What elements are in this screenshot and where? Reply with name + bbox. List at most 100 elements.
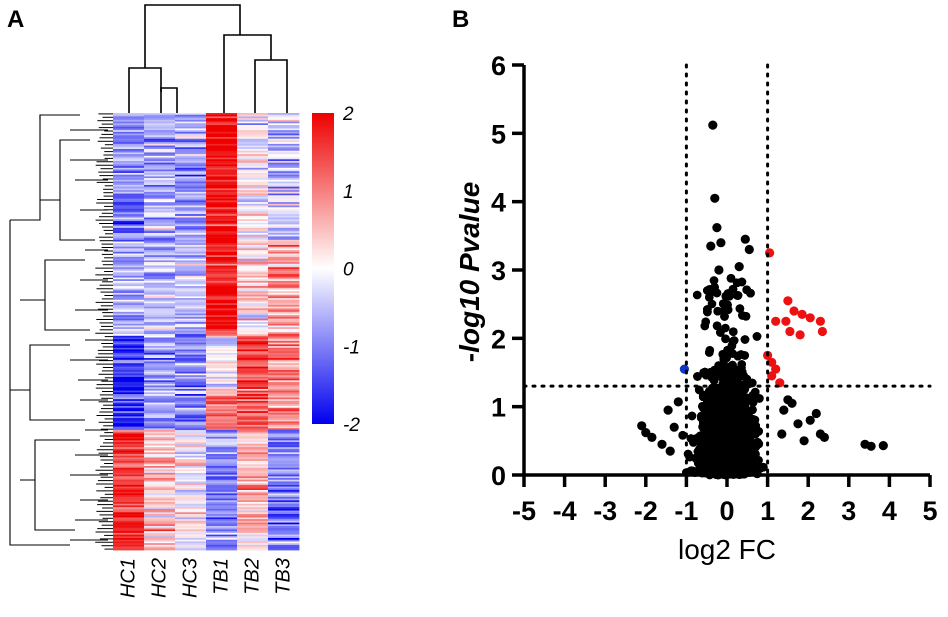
heatmap-cell	[237, 332, 269, 335]
heatmap-cell	[206, 472, 238, 475]
heatmap-cell	[206, 316, 238, 320]
heatmap-cell	[144, 383, 176, 386]
heatmap-cell	[268, 476, 300, 479]
heatmap-cell	[268, 172, 300, 176]
heatmap-cell	[113, 272, 145, 275]
heatmap-cell	[206, 503, 238, 506]
heatmap-cell	[206, 215, 238, 218]
point-ns	[741, 312, 751, 321]
heatmap-cell	[113, 464, 145, 467]
heatmap-cell	[113, 527, 145, 530]
heatmap-cell	[113, 188, 145, 191]
heatmap-cell	[268, 280, 300, 284]
heatmap-cell	[237, 174, 269, 177]
heatmap-cell	[268, 512, 300, 515]
heatmap-cell	[237, 311, 269, 314]
heatmap-cell	[175, 113, 207, 116]
heatmap-cell	[175, 392, 207, 395]
heatmap-cell	[175, 430, 207, 433]
heatmap-cell	[268, 186, 300, 189]
heatmap-cell	[237, 380, 269, 383]
heatmap-cell	[268, 472, 300, 475]
heatmap-cell	[175, 486, 207, 489]
heatmap-cell	[206, 179, 238, 182]
heatmap-cell	[144, 147, 176, 150]
heatmap-cell	[268, 370, 300, 373]
heatmap-cell	[113, 224, 145, 227]
heatmap-cell	[237, 472, 269, 475]
heatmap-cell	[175, 476, 207, 479]
heatmap-cell	[206, 505, 238, 508]
heatmap-cell	[113, 339, 145, 342]
heatmap-cell	[268, 347, 300, 350]
heatmap-cell	[237, 399, 269, 402]
heatmap-cell	[175, 157, 207, 160]
point-ns	[716, 328, 725, 337]
heatmap-cell	[175, 250, 207, 253]
heatmap-cell	[206, 155, 238, 158]
heatmap-cell	[206, 502, 238, 505]
highlighted-points	[637, 120, 888, 456]
heatmap-cell	[268, 364, 300, 368]
heatmap-cell	[175, 195, 207, 198]
heatmap-cell	[175, 244, 207, 248]
heatmap-cell	[268, 203, 300, 206]
heatmap-cell	[206, 313, 238, 316]
heatmap-cell	[237, 217, 269, 220]
heatmap-cell	[175, 179, 207, 182]
heatmap-cell	[268, 232, 300, 236]
heatmap-cell	[206, 423, 238, 426]
heatmap-cell	[237, 232, 269, 236]
heatmap-cell	[144, 280, 176, 284]
colorbar-tick-label: 0	[343, 260, 354, 281]
heatmap-cell	[268, 443, 300, 446]
heatmap-cell	[113, 227, 145, 230]
heatmap-cell	[175, 287, 207, 290]
heatmap-cell	[144, 520, 176, 523]
heatmap-cell	[268, 113, 300, 116]
heatmap-cell	[206, 220, 238, 224]
y-tick-label: 0	[491, 461, 506, 491]
heatmap-cell	[237, 375, 269, 378]
heatmap-cell	[144, 514, 176, 517]
heatmap-cell	[175, 484, 207, 487]
heatmap-cell	[268, 450, 300, 453]
heatmap-cell	[206, 294, 238, 297]
heatmap-cell	[268, 368, 300, 371]
point-up-regulated	[789, 306, 799, 316]
heatmap-cell	[206, 452, 238, 455]
heatmap-cell	[206, 450, 238, 453]
heatmap-cell	[144, 325, 176, 328]
point-ns	[728, 349, 737, 358]
heatmap-cell	[237, 298, 269, 301]
heatmap-cell	[237, 471, 269, 474]
point-ns	[736, 391, 745, 401]
heatmap-cell	[268, 354, 300, 357]
heatmap-cell	[206, 467, 238, 470]
heatmap-cell	[206, 227, 238, 230]
colorbar-tick-label: -2	[343, 415, 360, 436]
x-tick-label: 1	[760, 496, 775, 526]
heatmap-cell	[237, 116, 269, 119]
heatmap-cell	[268, 538, 300, 541]
point-ns	[755, 394, 764, 403]
heatmap-cell	[144, 539, 176, 542]
heatmap-cell	[144, 196, 176, 200]
heatmap-cell	[206, 491, 238, 494]
heatmap-cell	[175, 541, 207, 544]
heatmap-cell	[268, 500, 300, 503]
heatmap-cell	[113, 121, 145, 124]
heatmap-cell	[113, 478, 145, 481]
heatmap-cell	[113, 442, 145, 445]
heatmap-cell	[144, 493, 176, 496]
heatmap-cell	[237, 352, 269, 356]
heatmap-cell	[175, 364, 207, 368]
heatmap-cell	[113, 469, 145, 472]
heatmap-cell	[237, 148, 269, 152]
heatmap-cell	[144, 284, 176, 287]
heatmap-cell	[237, 459, 269, 462]
heatmap-cell	[206, 125, 238, 128]
y-tick-label: 1	[491, 393, 506, 423]
heatmap-cell	[237, 275, 269, 278]
heatmap-cell	[175, 548, 207, 551]
